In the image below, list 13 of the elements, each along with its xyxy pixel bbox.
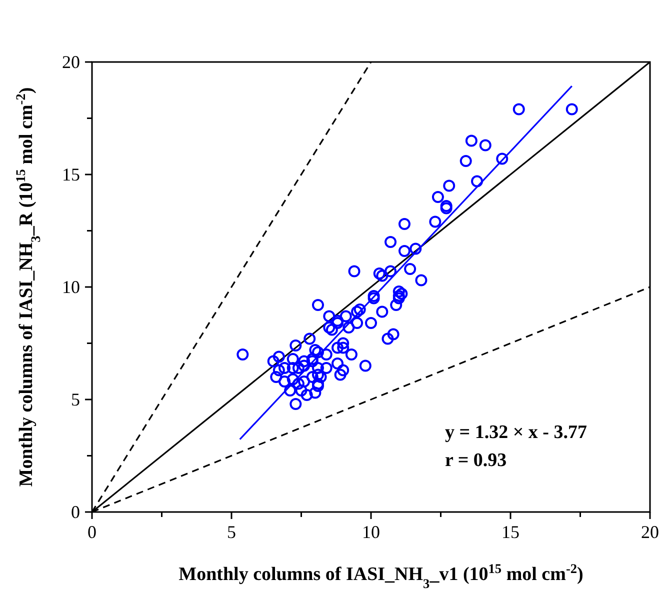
- x-tick-label: 0: [88, 522, 96, 542]
- x-tick-label: 20: [641, 522, 659, 542]
- annotation: y = 1.32 × x - 3.77: [445, 422, 588, 443]
- x-tick-label: 10: [362, 522, 380, 542]
- y-tick-label: 15: [62, 164, 80, 184]
- y-tick-label: 20: [62, 52, 80, 72]
- x-axis-title: Monthly columns of IASI_NH$_{3}$_v1 (10$^{15}$ mol cm$^{-2}$): [178, 560, 584, 590]
- y-tick-label: 5: [71, 390, 80, 410]
- x-tick-label: 15: [502, 522, 520, 542]
- annotation: r = 0.93: [445, 450, 507, 471]
- y-tick-label: 10: [62, 277, 80, 297]
- x-tick-label: 5: [227, 522, 236, 542]
- y-tick-label: 0: [71, 502, 80, 522]
